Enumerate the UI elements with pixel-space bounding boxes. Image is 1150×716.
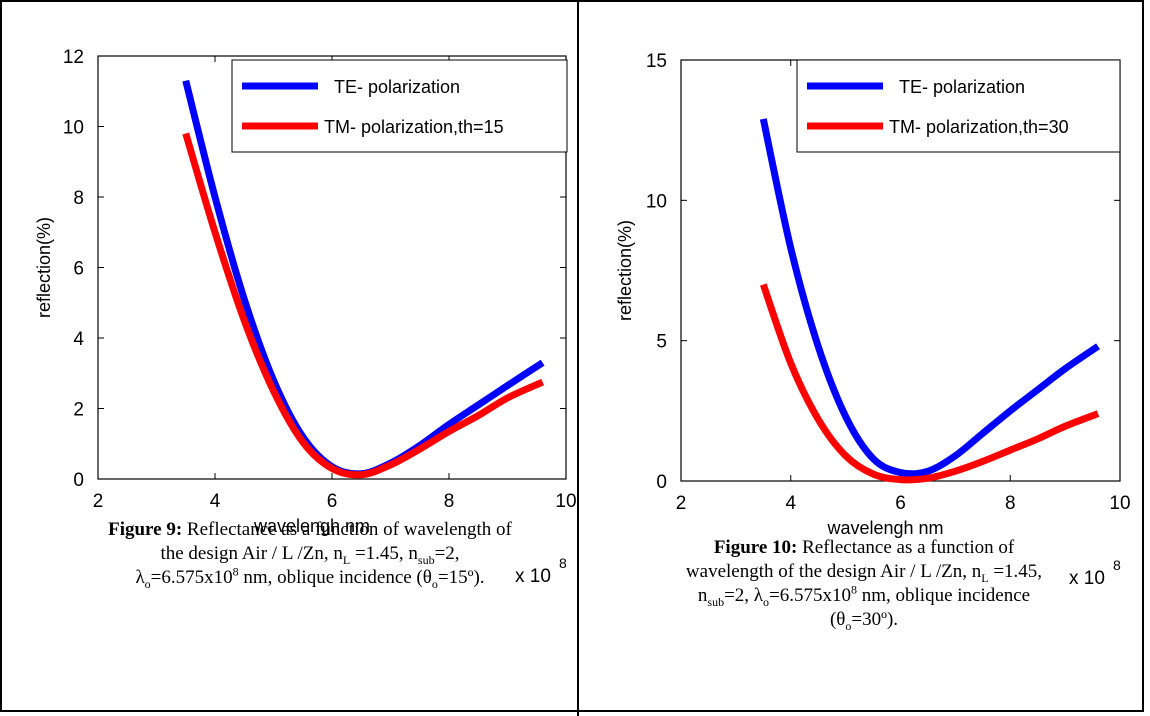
caption-sub: o (845, 618, 852, 633)
caption-text: =6.575x10 (769, 585, 851, 606)
y-tick-label: 6 (73, 259, 84, 280)
caption-sub: o (763, 594, 770, 609)
y-tick-label: 8 (73, 188, 84, 209)
legend-label: TE- polarization (334, 77, 460, 97)
caption-text: wavelength of the design Air / L /Zn, n (685, 561, 982, 582)
caption-sub: L (342, 552, 351, 567)
caption-text: =1.45, (988, 561, 1043, 582)
figure-9-panel: 2 4 6 8 10 0 2 4 6 8 10 12 TE- polarization TM- polar… (34, 47, 577, 590)
y-axis-label: reflection(%) (34, 217, 54, 318)
x-tick-label: 6 (895, 493, 906, 514)
caption-sub: L (981, 570, 989, 585)
caption-text: (θ (829, 609, 846, 630)
caption-text: λ (135, 567, 145, 588)
panel-divider (577, 0, 579, 716)
caption-text: =6.575x10 (150, 567, 233, 588)
x-tick-label: 4 (210, 491, 221, 512)
caption-sub: sub (707, 594, 725, 609)
caption-text: nm, oblique incidence (θ (238, 567, 432, 588)
y-tick-label: 10 (63, 118, 84, 139)
x-tick-label: 10 (555, 491, 576, 512)
legend-label: TM- polarization,th=15 (324, 117, 504, 137)
caption-text: =1.45, n (350, 543, 418, 564)
y-tick-label: 5 (656, 332, 667, 353)
y-tick-label: 0 (656, 472, 667, 493)
caption-label: Figure 10: (713, 537, 798, 558)
x-multiplier-exponent: 8 (559, 555, 567, 571)
caption-text: =30º). (851, 609, 899, 630)
x-multiplier-label: x 10 (1069, 568, 1105, 589)
x-axis-label: wavelengh nm (826, 518, 943, 538)
y-tick-label: 12 (63, 47, 84, 68)
x-tick-label: 8 (444, 491, 455, 512)
caption-label: Figure 9: (108, 519, 183, 540)
caption-text: the design Air / L /Zn, n (160, 543, 343, 564)
x-tick-label: 4 (785, 493, 796, 514)
caption-sub: o (144, 576, 151, 591)
caption-text: n (697, 585, 708, 606)
series-line-tm (760, 283, 1100, 484)
y-axis-label: reflection(%) (615, 220, 635, 321)
caption-text: Reflectance as a function of wavelength … (182, 519, 512, 540)
x-axis-label: wavelengh nm (253, 516, 370, 536)
x-tick-label: 2 (676, 493, 687, 514)
figure-9-caption: Figure 9: Reflectance as a function of w… (60, 518, 560, 590)
y-tick-label: 15 (646, 51, 667, 72)
series-line-te (759, 118, 1101, 478)
legend-box (796, 59, 1121, 153)
legend-label: TE- polarization (899, 77, 1025, 97)
x-multiplier-label: x 10 (515, 566, 551, 587)
caption-sub: sub (417, 552, 435, 567)
figure-10-chart: 2 4 6 8 10 0 5 10 15 TE- polarization TM- polariza… (615, 51, 1131, 589)
x-tick-label: 10 (1109, 493, 1130, 514)
y-tick-label: 2 (73, 400, 84, 421)
figure-10-panel: 2 4 6 8 10 0 5 10 15 TE- polarization TM- polariza… (579, 0, 1144, 716)
y-tick-label: 4 (73, 329, 84, 350)
series-line-tm (182, 132, 545, 479)
caption-text: =2, λ (724, 585, 764, 606)
x-tick-label: 8 (1005, 493, 1016, 514)
caption-text: =2, (434, 543, 460, 564)
caption-text: Reflectance as a function of (797, 537, 1015, 558)
caption-sup: 8 (851, 582, 857, 597)
x-tick-label: 6 (327, 491, 338, 512)
y-tick-label: 10 (646, 191, 667, 212)
caption-text: nm, oblique incidence (857, 585, 1031, 606)
legend-label: TM- polarization,th=30 (889, 117, 1069, 137)
x-multiplier-exponent: 8 (1113, 557, 1121, 573)
caption-sup: 8 (232, 564, 239, 579)
caption-sub: o (431, 576, 438, 591)
figure-10-caption: Figure 10: Reflectance as a function of … (604, 536, 1124, 632)
y-tick-label: 0 (73, 470, 84, 491)
legend-box (231, 59, 568, 153)
caption-text: =15º). (437, 567, 485, 588)
x-tick-label: 2 (93, 491, 104, 512)
